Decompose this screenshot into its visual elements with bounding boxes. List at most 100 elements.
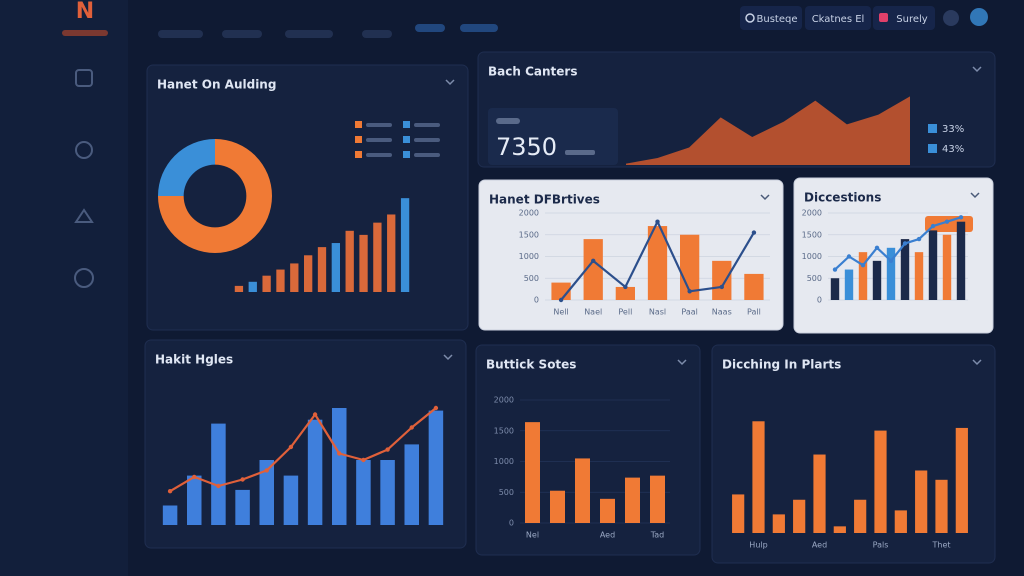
y-tick-label: 2000 — [802, 209, 822, 218]
bar — [331, 243, 340, 292]
y-tick-label: 1500 — [519, 230, 539, 239]
nav-tabs — [158, 24, 498, 38]
donut-slice — [158, 139, 272, 253]
bar — [647, 226, 668, 300]
line-point — [433, 405, 439, 411]
panel-menu[interactable] — [445, 79, 455, 86]
line-point — [860, 263, 866, 268]
icon-button[interactable] — [943, 10, 959, 26]
bar — [235, 489, 250, 525]
line-point — [264, 468, 269, 473]
bar — [650, 475, 665, 523]
x-tick-label: Pall — [747, 308, 761, 317]
y-tick-label: 500 — [499, 488, 514, 497]
bar — [830, 278, 840, 300]
tab[interactable] — [222, 30, 262, 38]
icon[interactable] — [74, 208, 94, 223]
legend-swatch — [928, 124, 937, 133]
panel-menu[interactable] — [760, 194, 770, 201]
legend-text — [366, 153, 392, 157]
panel-title: Buttick Sotes — [486, 358, 576, 372]
bar — [886, 247, 896, 300]
bar — [290, 263, 299, 292]
legend-text — [414, 153, 440, 157]
legend-text — [366, 123, 392, 127]
tab[interactable] — [158, 30, 203, 38]
y-tick-label: 2000 — [494, 396, 514, 405]
badge — [925, 216, 973, 232]
bar — [583, 239, 603, 300]
y-tick-label: 0 — [534, 296, 539, 305]
toolbar-button[interactable] — [873, 6, 935, 30]
tab[interactable] — [460, 24, 498, 32]
line-point — [361, 457, 366, 463]
line-point — [888, 258, 894, 264]
line-point — [719, 284, 724, 290]
kpi-caption — [565, 150, 595, 155]
bar — [894, 510, 907, 533]
search-icon — [745, 13, 755, 23]
x-tick-label: Nael — [584, 308, 602, 317]
line-point — [167, 489, 173, 494]
bar — [858, 252, 868, 300]
bar — [914, 252, 924, 300]
bar — [732, 494, 745, 533]
line-point — [558, 297, 564, 303]
y-tick-label: 0 — [817, 296, 822, 305]
bar — [900, 239, 910, 300]
panel-menu[interactable] — [972, 66, 982, 73]
line-point — [312, 412, 318, 417]
legend-swatch — [403, 136, 410, 143]
x-tick-label: Aed — [600, 531, 615, 540]
legend-text — [366, 138, 392, 142]
line-point — [846, 254, 852, 259]
bar — [373, 222, 382, 292]
line-point — [944, 219, 950, 224]
bar — [283, 475, 299, 525]
bar — [575, 458, 590, 523]
bar — [813, 454, 826, 533]
bar — [428, 410, 444, 525]
bar — [935, 479, 948, 533]
panel-menu[interactable] — [970, 192, 980, 199]
bar — [844, 269, 854, 300]
tab[interactable] — [285, 30, 333, 38]
avatar[interactable] — [970, 8, 988, 26]
icon[interactable] — [74, 268, 94, 288]
line-point — [409, 425, 414, 430]
y-tick-label: 1500 — [494, 426, 514, 435]
toolbar-button[interactable] — [805, 6, 871, 30]
bar — [276, 269, 285, 292]
alert-icon — [879, 13, 888, 22]
bar — [550, 490, 565, 523]
bar — [752, 421, 765, 533]
x-tick-label: Hulp — [749, 541, 767, 550]
y-tick-label: 1000 — [519, 252, 539, 261]
kpi-value: 7350 — [496, 133, 557, 161]
toolbar-button[interactable] — [740, 6, 802, 30]
bar — [187, 475, 202, 525]
bar — [712, 260, 732, 300]
toolbar-label: Busteqe — [757, 14, 798, 25]
panel-menu[interactable] — [443, 354, 453, 361]
icon[interactable] — [75, 69, 93, 87]
line-point — [687, 289, 692, 294]
panel-title: Diccestions — [804, 191, 881, 205]
icon[interactable] — [75, 141, 93, 159]
bar — [262, 275, 271, 292]
line-series — [169, 407, 437, 493]
bar — [248, 281, 257, 292]
area-series — [626, 96, 910, 165]
y-tick-label: 1000 — [494, 457, 514, 466]
legend-swatch — [403, 151, 410, 158]
line-point — [832, 267, 838, 272]
panel-menu[interactable] — [972, 359, 982, 366]
bar — [234, 285, 244, 292]
tab[interactable] — [415, 24, 445, 32]
tab[interactable] — [362, 30, 392, 38]
panel-menu[interactable] — [677, 359, 687, 366]
bar — [772, 514, 785, 533]
bar — [942, 234, 952, 300]
